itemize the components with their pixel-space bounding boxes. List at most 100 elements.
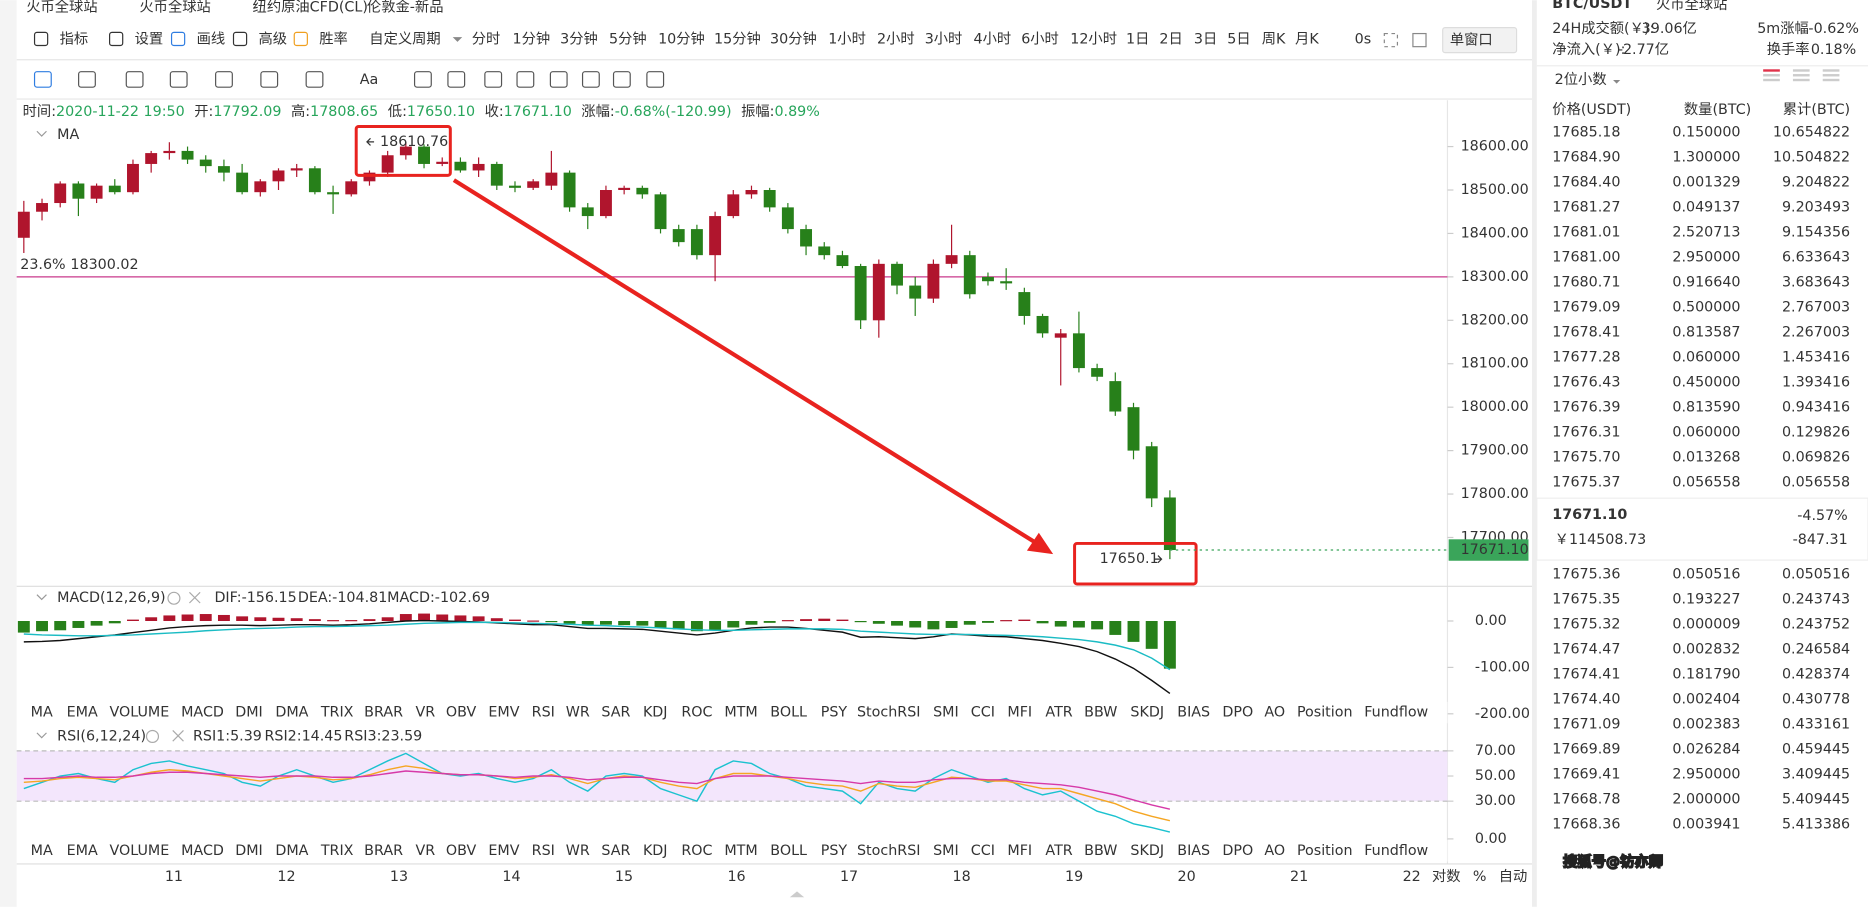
- indicator-tab[interactable]: CCI: [971, 843, 995, 859]
- period-button[interactable]: 1分钟: [513, 31, 551, 48]
- indicator-tab[interactable]: WR: [566, 843, 590, 859]
- draw-tool[interactable]: [612, 71, 631, 88]
- indicator-tab[interactable]: SMI: [933, 705, 959, 721]
- period-button[interactable]: 分时: [472, 31, 501, 48]
- tool-button[interactable]: 高级: [259, 31, 288, 48]
- indicator-tab[interactable]: RSI: [532, 705, 555, 721]
- indicator-tab[interactable]: ROC: [681, 843, 712, 859]
- period-button[interactable]: 5日: [1227, 32, 1250, 48]
- top-tab[interactable]: 纽约原油CFD(CL): [253, 0, 368, 15]
- indicator-tab[interactable]: StochRSI: [857, 843, 921, 859]
- draw-tool[interactable]: [260, 71, 279, 88]
- indicator-tab[interactable]: Fundflow: [1364, 705, 1428, 721]
- draw-tool[interactable]: [549, 71, 568, 88]
- indicator-tab[interactable]: AO: [1264, 843, 1285, 859]
- indicator-tab[interactable]: DMI: [235, 843, 263, 859]
- scroll-handle[interactable]: [789, 891, 805, 898]
- fullscreen-icon[interactable]: [1383, 32, 1399, 48]
- settings-icon[interactable]: [167, 591, 181, 605]
- window-select[interactable]: [1442, 27, 1518, 54]
- layout-icon[interactable]: [1822, 78, 1840, 82]
- indicator-tab[interactable]: Position: [1297, 705, 1353, 721]
- period-button[interactable]: 12小时: [1070, 31, 1117, 48]
- close-icon[interactable]: [172, 730, 184, 742]
- indicator-tab[interactable]: StochRSI: [857, 705, 921, 721]
- layout-icon[interactable]: [1763, 69, 1780, 72]
- indicator-tab[interactable]: RSI: [532, 843, 555, 859]
- indicator-tab[interactable]: SAR: [601, 705, 630, 721]
- indicator-tab[interactable]: DMI: [235, 705, 263, 721]
- indicator-tab[interactable]: MACD: [181, 843, 224, 859]
- indicator-tab[interactable]: EMV: [488, 843, 519, 859]
- indicator-tab[interactable]: SKDJ: [1130, 843, 1164, 859]
- period-button[interactable]: 30分钟: [770, 31, 817, 48]
- indicator-tab[interactable]: CCI: [971, 705, 995, 721]
- indicator-tab[interactable]: MFI: [1007, 705, 1032, 721]
- indicator-tab[interactable]: PSY: [821, 843, 848, 859]
- period-button[interactable]: 月K: [1295, 32, 1319, 48]
- top-tab[interactable]: 伦敦金-新品: [367, 0, 444, 15]
- indicator-tab[interactable]: MA: [31, 705, 53, 721]
- indicator-tab[interactable]: DMA: [275, 843, 308, 859]
- top-tab[interactable]: 火币全球站: [26, 0, 97, 15]
- indicator-tab[interactable]: SKDJ: [1130, 705, 1164, 721]
- period-button[interactable]: 3分钟: [560, 31, 598, 48]
- indicator-tab[interactable]: SAR: [601, 843, 630, 859]
- indicator-tab[interactable]: WR: [566, 705, 590, 721]
- period-button[interactable]: 2小时: [877, 31, 915, 48]
- indicator-tab[interactable]: VOLUME: [109, 843, 169, 859]
- draw-tool[interactable]: [169, 71, 188, 88]
- indicator-tab[interactable]: MTM: [724, 843, 757, 859]
- indicator-tab[interactable]: TRIX: [320, 843, 354, 859]
- period-button[interactable]: 周K: [1262, 32, 1286, 48]
- indicator-tab[interactable]: Position: [1297, 843, 1353, 859]
- period-button[interactable]: 3小时: [925, 31, 963, 48]
- indicator-tab[interactable]: MTM: [724, 705, 757, 721]
- indicator-tab[interactable]: MFI: [1007, 843, 1032, 859]
- indicator-tab[interactable]: MA: [31, 843, 53, 859]
- settings-icon[interactable]: [145, 729, 160, 743]
- indicator-tab[interactable]: EMA: [67, 705, 98, 721]
- indicator-tab[interactable]: KDJ: [643, 843, 668, 859]
- close-icon[interactable]: [188, 591, 201, 604]
- indicator-tab[interactable]: DPO: [1222, 705, 1253, 721]
- period-button[interactable]: 10分钟: [658, 31, 705, 48]
- window-select-label[interactable]: 单窗口: [1450, 31, 1493, 49]
- popout-icon[interactable]: [1412, 32, 1427, 48]
- precision-select[interactable]: 2位小数: [1555, 71, 1607, 88]
- layout-icon[interactable]: [1763, 78, 1780, 82]
- indicator-tab[interactable]: BBW: [1084, 705, 1117, 721]
- top-tab[interactable]: 火币全球站: [139, 0, 210, 15]
- indicator-tab[interactable]: BIAS: [1177, 843, 1210, 859]
- indicator-tab[interactable]: BOLL: [770, 843, 807, 859]
- tool-button[interactable]: 指标: [60, 31, 89, 48]
- indicator-tab[interactable]: VR: [415, 705, 435, 721]
- indicator-tab[interactable]: OBV: [446, 705, 477, 721]
- indicator-tab[interactable]: Fundflow: [1364, 843, 1428, 859]
- period-button[interactable]: 3日: [1194, 32, 1217, 48]
- layout-icon[interactable]: [1792, 78, 1810, 82]
- layout-icon[interactable]: [1763, 74, 1780, 77]
- period-button[interactable]: 1小时: [828, 31, 866, 48]
- indicator-tab[interactable]: EMV: [488, 705, 519, 721]
- draw-tool[interactable]: [516, 71, 535, 88]
- layout-icon[interactable]: [1822, 69, 1840, 72]
- indicator-tab[interactable]: TRIX: [320, 705, 354, 721]
- layout-icon[interactable]: [1792, 74, 1810, 77]
- indicator-tab[interactable]: BBW: [1084, 843, 1117, 859]
- period-button[interactable]: 4小时: [974, 31, 1012, 48]
- indicator-tab[interactable]: MACD: [181, 705, 224, 721]
- period-button[interactable]: 2日: [1159, 32, 1182, 48]
- tool-button[interactable]: 画线: [197, 31, 226, 48]
- tool-button[interactable]: 胜率: [319, 31, 348, 48]
- axis-option[interactable]: 对数: [1432, 868, 1461, 885]
- indicator-tab[interactable]: BOLL: [770, 705, 807, 721]
- period-button[interactable]: 6小时: [1021, 31, 1059, 48]
- indicator-tab[interactable]: KDJ: [643, 705, 668, 721]
- draw-tool[interactable]: [646, 71, 665, 88]
- period-button[interactable]: 5分钟: [609, 31, 647, 48]
- draw-tool[interactable]: [484, 71, 503, 88]
- draw-tool[interactable]: [581, 71, 600, 88]
- indicator-tab[interactable]: AO: [1264, 705, 1285, 721]
- draw-tool[interactable]: [33, 71, 52, 88]
